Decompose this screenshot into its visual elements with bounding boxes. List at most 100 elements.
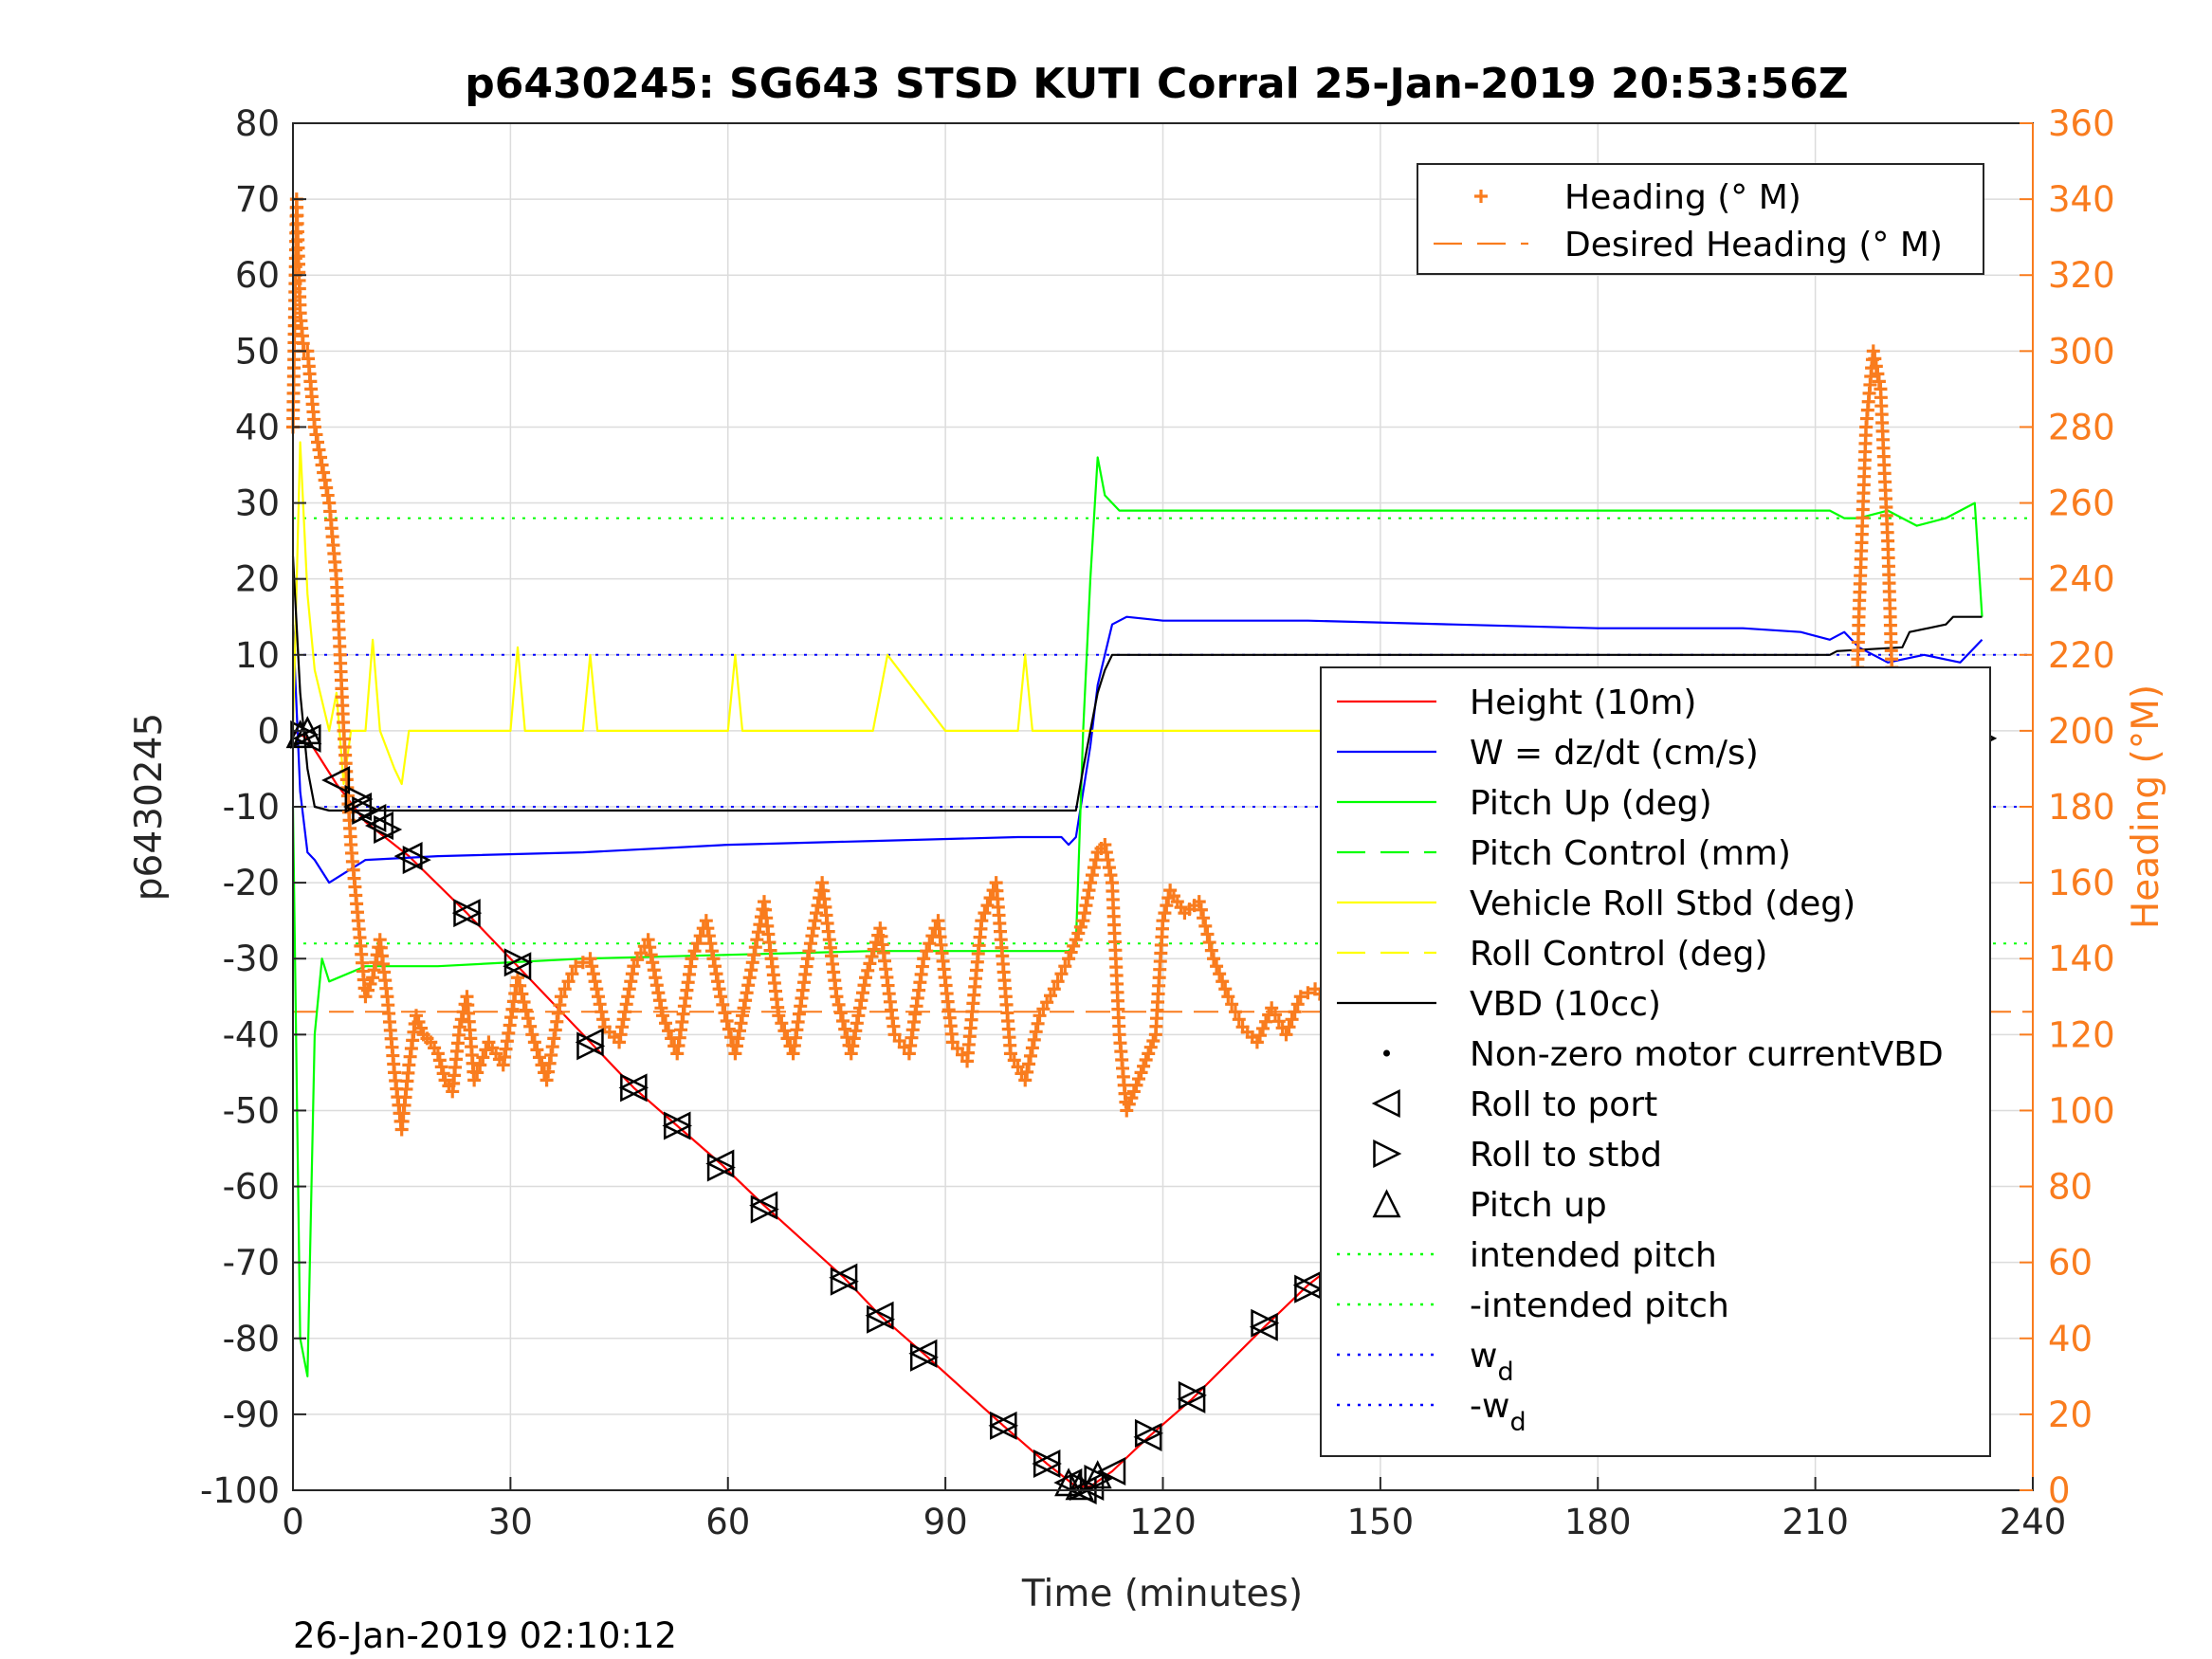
legend-main-label: VBD (10cc) xyxy=(1470,985,1661,1024)
legend-heading: Heading (° M) Desired Heading (° M) xyxy=(1417,163,1984,275)
heading-point xyxy=(521,1012,535,1026)
heading-point xyxy=(1120,1103,1134,1118)
heading-point xyxy=(1290,997,1305,1012)
heading-point xyxy=(1033,1009,1047,1023)
heading-point xyxy=(1084,876,1098,890)
heading-point xyxy=(593,997,607,1012)
heading-point xyxy=(720,1014,734,1029)
y-tick-label: -80 xyxy=(223,1319,280,1359)
right-tick-label: 180 xyxy=(2048,787,2115,828)
x-tick-label: 120 xyxy=(1129,1502,1197,1542)
heading-point xyxy=(1007,1053,1021,1067)
heading-point xyxy=(591,990,605,1004)
heading-point xyxy=(1207,952,1221,966)
roll-stbd-marker xyxy=(1178,1380,1207,1410)
heading-point xyxy=(658,1016,672,1030)
heading-point xyxy=(1139,1053,1153,1067)
x-tick-label: 240 xyxy=(2000,1502,2067,1542)
heading-point xyxy=(1156,914,1170,928)
heading-point xyxy=(1213,967,1227,981)
heading-point xyxy=(1023,1048,1037,1063)
roll-stbd-marker xyxy=(1134,1418,1164,1448)
y-tick-label: 70 xyxy=(235,179,280,220)
heading-point xyxy=(920,944,934,958)
y-tick-label: 30 xyxy=(235,483,280,524)
right-tick-label: 200 xyxy=(2048,711,2115,752)
heading-point xyxy=(527,1035,541,1049)
heading-point xyxy=(975,914,989,928)
heading-point xyxy=(434,1060,448,1074)
right-tick-label: 20 xyxy=(2048,1395,2093,1435)
y-tick-label: -60 xyxy=(223,1167,280,1208)
heading-point xyxy=(1036,1002,1051,1016)
y-axis-ticks: -100-90-80-70-60-50-40-30-20-10010203040… xyxy=(200,103,306,1511)
roll-stbd-marker xyxy=(374,815,403,845)
x-tick-label: 0 xyxy=(282,1502,304,1542)
heading-point xyxy=(1192,895,1206,909)
heading-point xyxy=(1027,1032,1041,1047)
heading-point xyxy=(863,957,877,971)
heading-point xyxy=(1087,861,1101,875)
y-tick-label: -30 xyxy=(223,939,280,979)
heading-point xyxy=(1064,945,1078,959)
heading-point xyxy=(865,949,879,963)
heading-point xyxy=(569,959,583,974)
roll-port-marker xyxy=(749,1191,778,1220)
y-tick-label: 50 xyxy=(235,331,280,372)
legend-main-label: Vehicle Roll Stbd (deg) xyxy=(1470,884,1856,923)
heading-point xyxy=(714,990,728,1004)
heading-point xyxy=(662,1024,676,1038)
roll-stbd-marker xyxy=(620,1073,649,1103)
heading-point xyxy=(1022,1057,1036,1071)
right-tick-label: 120 xyxy=(2048,1014,2115,1055)
heading-point xyxy=(685,952,699,966)
right-tick-label: 360 xyxy=(2048,103,2115,144)
heading-point xyxy=(838,1022,852,1036)
heading-point xyxy=(1137,1059,1151,1073)
roll-stbd-marker xyxy=(453,899,483,928)
heading-point xyxy=(722,1022,736,1036)
heading-point xyxy=(1210,959,1224,974)
heading-point xyxy=(1225,997,1239,1012)
right-tick-label: 140 xyxy=(2048,939,2115,979)
right-tick-label: 60 xyxy=(2048,1243,2093,1284)
heading-point xyxy=(1143,1040,1158,1054)
heading-point xyxy=(923,937,937,951)
y-axis-label: p6430245 xyxy=(128,713,171,901)
y-tick-label: 20 xyxy=(235,559,280,600)
heading-point xyxy=(835,1014,850,1029)
legend-top-box xyxy=(1417,163,1984,275)
roll-stbd-marker xyxy=(1251,1308,1280,1338)
heading-point xyxy=(833,1006,848,1020)
heading-point xyxy=(1204,943,1218,957)
heading-point xyxy=(515,987,529,1001)
roll-port-marker xyxy=(292,723,321,753)
roll-port-marker xyxy=(1177,1384,1206,1413)
roll-stbd-marker xyxy=(503,948,533,977)
legend-top-label: Heading (° M) xyxy=(1564,178,1801,217)
legend-main-label: -intended pitch xyxy=(1470,1286,1729,1325)
legend-swatch xyxy=(1371,1088,1400,1119)
heading-point xyxy=(775,1016,789,1030)
x-tick-label: 180 xyxy=(1564,1502,1632,1542)
y-tick-label: 40 xyxy=(235,407,280,447)
heading-point xyxy=(358,990,373,1004)
heading-point xyxy=(513,978,527,993)
legend-main-label: Roll to stbd xyxy=(1470,1136,1662,1175)
heading-point xyxy=(452,1020,466,1034)
heading-point xyxy=(432,1053,447,1067)
right-tick-label: 320 xyxy=(2048,255,2115,296)
heading-point xyxy=(687,944,702,958)
heading-point xyxy=(867,942,881,957)
heading-point xyxy=(1003,1047,1017,1061)
heading-point xyxy=(1282,1020,1296,1034)
heading-point xyxy=(411,1014,426,1029)
heading-point xyxy=(1132,1072,1146,1086)
heading-point xyxy=(1047,982,1061,996)
heading-point xyxy=(476,1050,490,1065)
heading-point xyxy=(1301,986,1315,1000)
x-tick-label: 210 xyxy=(1782,1502,1849,1542)
roll-stbd-marker xyxy=(352,795,381,826)
heading-point xyxy=(1129,1078,1143,1092)
